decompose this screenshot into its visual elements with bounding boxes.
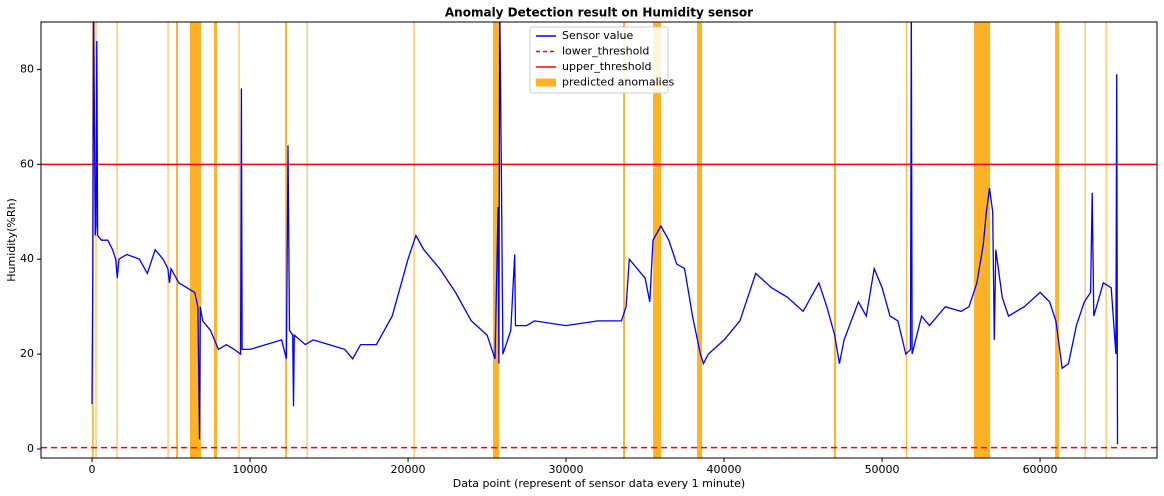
x-tick-label: 30000	[549, 463, 584, 476]
legend-label: predicted anomalies	[562, 76, 674, 89]
anomaly-span	[493, 22, 500, 458]
legend-label: Sensor value	[562, 29, 633, 42]
anomaly-span	[214, 22, 218, 458]
anomaly-span	[1084, 22, 1086, 458]
axes-frame	[40, 21, 1158, 459]
legend-label: lower_threshold	[562, 45, 649, 58]
anomaly-span	[95, 22, 97, 458]
x-axis-label: Data point (represent of sensor data eve…	[453, 477, 745, 490]
x-tick-label: 20000	[391, 463, 426, 476]
y-tick-label: 0	[27, 442, 34, 455]
x-tick-label: 50000	[865, 463, 900, 476]
anomaly-span	[176, 22, 178, 458]
anomaly-span	[1105, 22, 1107, 458]
anomaly-span	[623, 22, 625, 458]
anomaly-span	[190, 22, 202, 458]
anomaly-span	[116, 22, 118, 458]
anomaly-span	[285, 22, 288, 458]
anomaly-span	[906, 22, 908, 458]
y-tick-label: 20	[20, 347, 34, 360]
legend-box	[529, 26, 669, 94]
x-tick-label: 60000	[1023, 463, 1058, 476]
x-tick-label: 40000	[707, 463, 742, 476]
anomaly-span	[1055, 22, 1060, 458]
legend-swatch	[536, 78, 556, 87]
anomaly-span	[167, 22, 169, 458]
anomaly-span	[697, 22, 703, 458]
y-tick-label: 60	[20, 157, 34, 170]
anomaly-span	[306, 22, 308, 458]
chart-title: Anomaly Detection result on Humidity sen…	[445, 6, 753, 20]
anomaly-span	[834, 22, 837, 458]
sensor-line	[91, 22, 1119, 445]
x-tick-label: 0	[89, 463, 96, 476]
legend-label: upper_threshold	[562, 60, 652, 73]
anomaly-span	[974, 22, 991, 458]
y-axis-label: Humidity(%Rh)	[5, 198, 18, 282]
anomaly-span	[238, 22, 240, 458]
anomaly-span	[653, 22, 662, 458]
plot-area	[41, 22, 1157, 458]
y-tick-label: 80	[20, 62, 34, 75]
x-tick-label: 10000	[233, 463, 268, 476]
y-tick-label: 40	[20, 252, 34, 265]
legend: Sensor value lower_threshold upper_thresho…	[529, 26, 674, 94]
